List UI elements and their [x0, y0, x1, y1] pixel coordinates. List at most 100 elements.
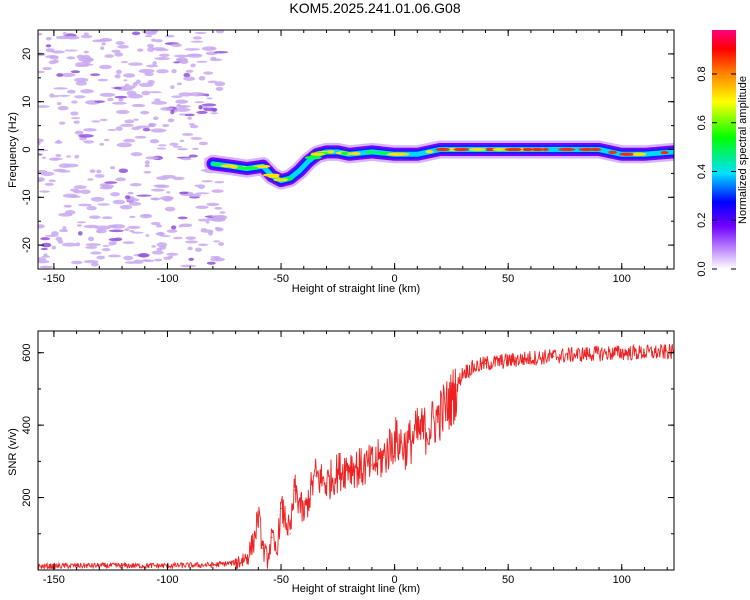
noise-blob	[170, 225, 177, 230]
noise-blob	[127, 225, 141, 229]
noise-blob	[190, 40, 204, 43]
ridge-hotspot	[504, 147, 522, 152]
x-tick-label: -150	[43, 574, 65, 586]
ridge-hotspot	[632, 152, 647, 156]
noise-blob	[51, 231, 59, 236]
snr-point	[643, 352, 646, 354]
noise-blob	[187, 116, 193, 120]
ridge-hotspot	[350, 152, 361, 156]
noise-blob	[214, 206, 223, 210]
noise-blob	[76, 221, 86, 224]
noise-blob	[83, 140, 95, 144]
noise-blob	[52, 95, 60, 98]
ridge-hotspot	[425, 150, 434, 154]
noise-blob	[102, 244, 110, 247]
noise-blob	[150, 128, 167, 133]
colorbar: 0.0 0.2 0.4 0.6 0.8 Normalized spectral ampl…	[696, 30, 749, 277]
noise-blob	[150, 221, 161, 226]
y-tick-label: 10	[21, 96, 33, 108]
noise-blob	[214, 181, 225, 184]
noise-blob	[129, 215, 136, 219]
noise-blob	[78, 231, 83, 236]
noise-blob	[123, 79, 128, 82]
snr-point	[284, 518, 287, 520]
snr-point	[405, 446, 407, 448]
snr-point	[462, 372, 464, 374]
noise-blob	[194, 101, 205, 104]
noise-blob	[99, 118, 108, 122]
noise-blob	[143, 214, 151, 217]
snr-point	[212, 564, 214, 566]
noise-blob	[158, 53, 170, 58]
noise-blob	[53, 87, 68, 90]
snr-series-line	[38, 343, 674, 570]
noise-blob	[114, 52, 124, 57]
noise-blob	[197, 218, 211, 222]
noise-blob	[148, 122, 157, 127]
noise-blob	[119, 204, 133, 210]
noise-blob	[49, 55, 59, 60]
noise-blob	[85, 243, 101, 247]
noise-blob	[114, 95, 128, 99]
noise-blob	[57, 94, 71, 97]
noise-blob	[124, 228, 130, 232]
noise-blob	[90, 262, 99, 267]
noise-blob	[173, 61, 181, 64]
y-tick-label: 20	[21, 48, 33, 60]
ridge-hotspot	[608, 150, 618, 154]
noise-blob	[100, 46, 105, 51]
noise-blob	[83, 32, 89, 36]
noise-blob	[196, 60, 208, 63]
noise-blob	[74, 154, 80, 159]
ridge-hotspot	[365, 150, 376, 154]
noise-blob	[77, 203, 92, 207]
noise-blob	[74, 130, 84, 135]
noise-blob	[138, 68, 155, 74]
snr-point	[394, 439, 396, 441]
noise-blob	[86, 205, 97, 211]
ridge-hotspot	[619, 152, 635, 156]
noise-blob	[117, 44, 129, 49]
noise-blob	[110, 192, 120, 197]
noise-blob	[50, 50, 65, 54]
noise-blob	[164, 34, 175, 38]
noise-blob	[197, 184, 206, 189]
noise-blob	[127, 191, 134, 195]
noise-blob	[164, 206, 176, 212]
noise-blob	[177, 58, 183, 63]
noise-blob	[44, 182, 54, 186]
noise-blob	[185, 69, 194, 73]
snr-point	[428, 428, 430, 430]
noise-blob	[134, 135, 147, 139]
ridge-hotspot	[267, 175, 280, 179]
noise-blob	[156, 147, 167, 150]
snr-point	[382, 457, 384, 459]
noise-blob	[177, 216, 188, 220]
noise-blob	[57, 169, 71, 173]
noise-blob	[183, 76, 196, 81]
noise-blob	[66, 155, 71, 158]
ridge-hotspot	[386, 152, 404, 156]
noise-blob	[185, 236, 197, 240]
noise-blob	[42, 67, 53, 71]
noise-blob	[181, 133, 194, 136]
noise-blob	[120, 60, 129, 64]
noise-blob	[219, 211, 226, 214]
noise-blob	[38, 70, 45, 74]
noise-blob	[172, 145, 183, 148]
noise-blob	[215, 227, 224, 232]
snr-point	[484, 362, 487, 365]
y-tick-label: 600	[21, 344, 33, 362]
snr-point	[289, 533, 291, 535]
noise-blob	[38, 52, 46, 57]
noise-blob	[149, 139, 160, 144]
noise-blob	[56, 139, 61, 144]
noise-blob	[189, 92, 205, 97]
figure-title: KOM5.2025.241.01.06.G08	[289, 0, 461, 16]
noise-blob	[38, 153, 43, 156]
noise-blob	[184, 48, 201, 51]
noise-blob	[135, 125, 151, 129]
noise-blob	[162, 123, 170, 128]
snr-point	[121, 565, 123, 567]
snr-point	[280, 507, 282, 510]
